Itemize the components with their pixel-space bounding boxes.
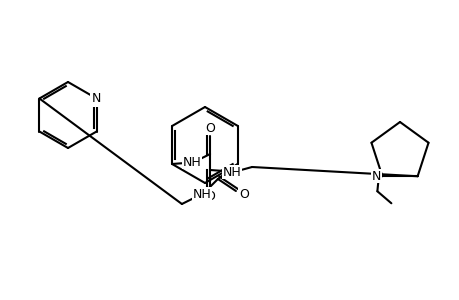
Text: NH: NH [182,155,201,169]
Text: O: O [205,122,214,134]
Text: N: N [371,170,380,183]
Text: NH: NH [222,166,241,178]
Text: O: O [205,190,214,202]
Text: NH: NH [192,188,211,200]
Text: O: O [239,188,248,200]
Text: N: N [92,92,101,105]
